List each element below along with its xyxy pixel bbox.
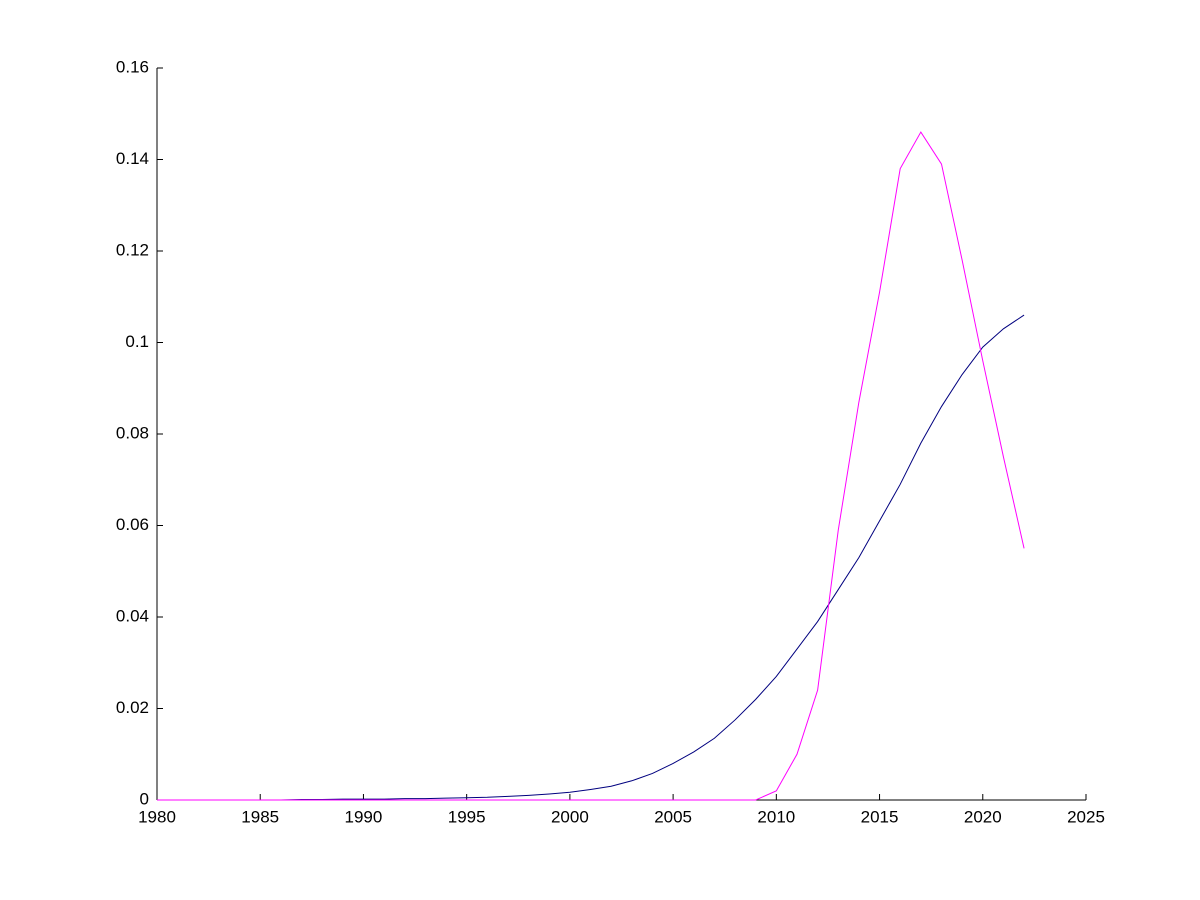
line-series — [157, 131, 1025, 801]
x-tick-label: 1985 — [241, 807, 279, 826]
x-tick-label: 2010 — [757, 807, 795, 826]
x-tick-label: 1995 — [448, 807, 486, 826]
x-tick-label: 2000 — [551, 807, 589, 826]
x-tick-label: 2015 — [861, 807, 899, 826]
y-tick-label: 0 — [140, 789, 149, 808]
line-series — [157, 314, 1025, 801]
y-tick-label: 0.08 — [116, 423, 149, 442]
y-tick-label: 0.16 — [116, 57, 149, 76]
x-tick-label: 1990 — [345, 807, 383, 826]
y-tick-label: 0.1 — [125, 332, 149, 351]
x-tick-label: 2020 — [964, 807, 1002, 826]
y-tick-label: 0.06 — [116, 515, 149, 534]
y-tick-label: 0.12 — [116, 240, 149, 259]
x-tick-label: 2005 — [654, 807, 692, 826]
x-tick-label: 2025 — [1067, 807, 1105, 826]
y-tick-label: 0.04 — [116, 606, 149, 625]
x-tick-label: 1980 — [138, 807, 176, 826]
y-tick-label: 0.14 — [116, 149, 149, 168]
y-tick-label: 0.02 — [116, 698, 149, 717]
